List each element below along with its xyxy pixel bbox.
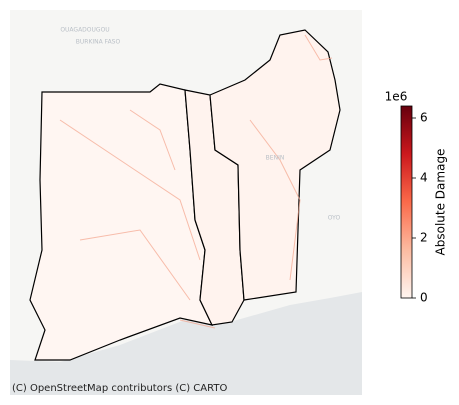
place-label: OUAGADOUGOU xyxy=(60,27,109,34)
colorbar-label: Absolute Damage xyxy=(434,149,448,256)
place-label: BENIN xyxy=(266,155,285,162)
ghana-outline xyxy=(29,83,214,361)
benin-outline xyxy=(209,29,341,301)
attribution: (C) OpenStreetMap contributors (C) CARTO xyxy=(12,383,227,394)
colorbar-offset: 1e6 xyxy=(385,90,408,104)
colorbar-gradient xyxy=(400,105,413,299)
place-label: OYO xyxy=(328,215,341,222)
colorbar-tick-label: 0 xyxy=(420,291,428,305)
place-label: BURKINA FASO xyxy=(76,39,121,46)
colorbar-tick-label: 6 xyxy=(420,111,428,125)
map-panel: OUAGADOUGOU BURKINA FASO BENIN OYO (C) O… xyxy=(10,10,362,395)
colorbar-tick-label: 2 xyxy=(420,231,428,245)
sea xyxy=(10,292,362,395)
colorbar-tick-label: 4 xyxy=(420,171,428,185)
colorbar: 1e6 Absolute Damage 0 2 4 6 xyxy=(385,90,448,305)
road-network xyxy=(59,34,333,329)
